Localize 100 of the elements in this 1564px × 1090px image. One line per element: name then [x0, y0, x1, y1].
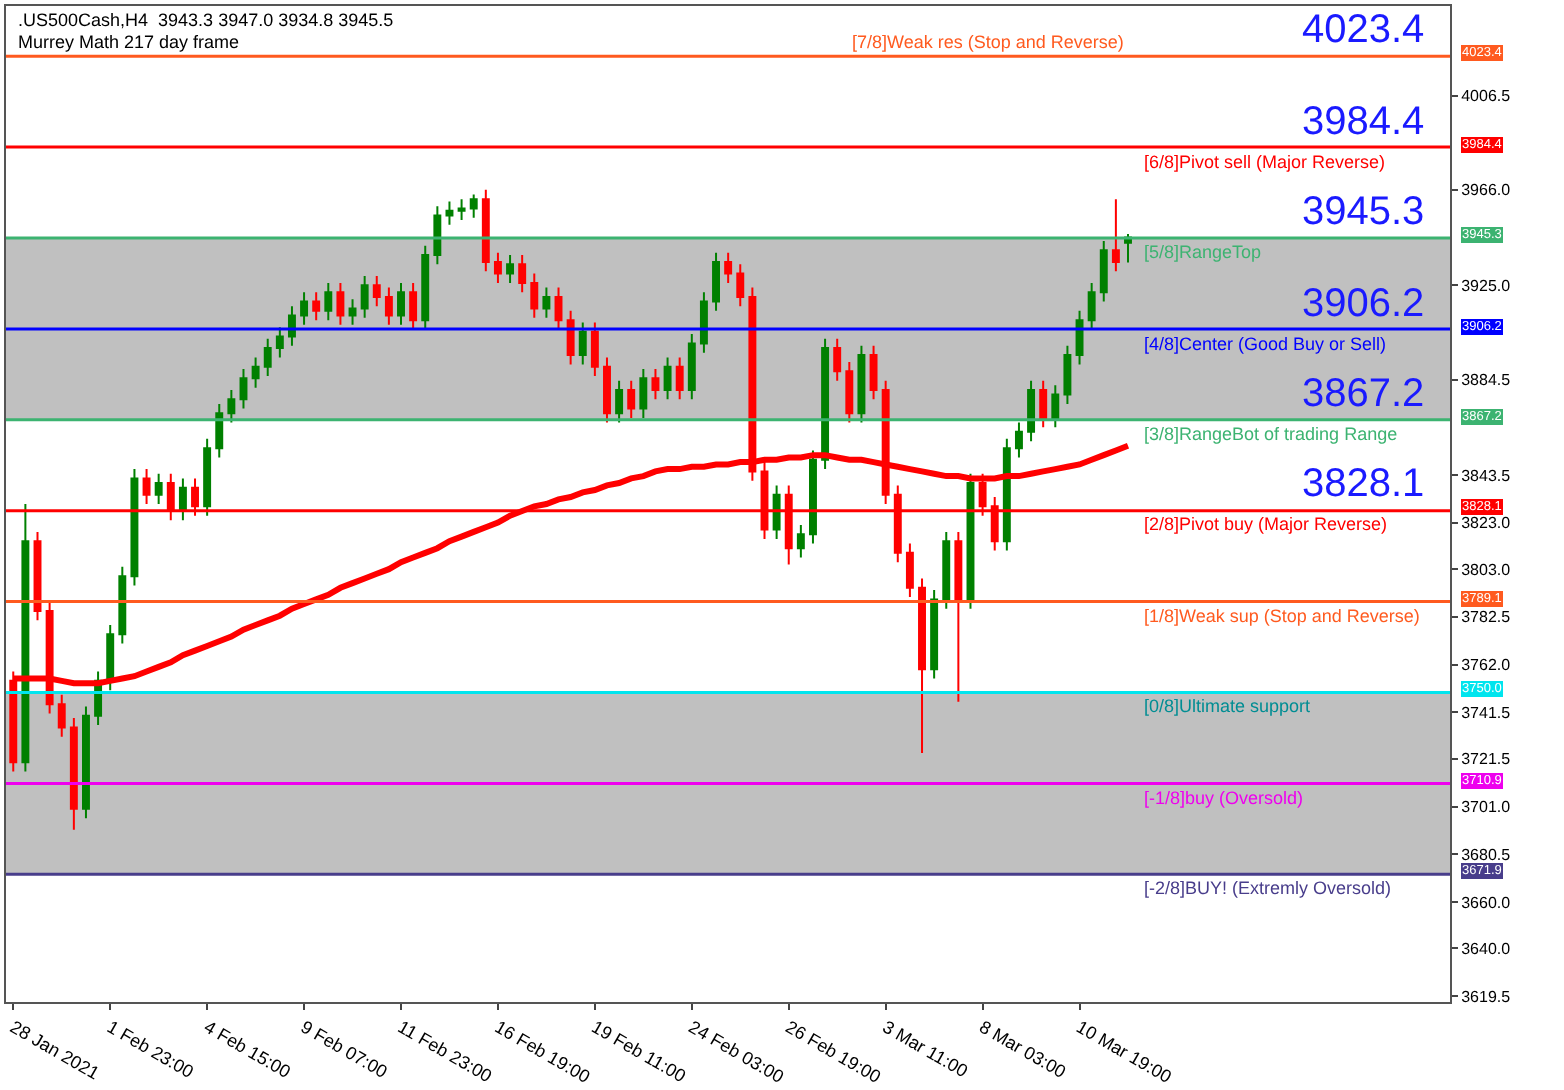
candlestick [930, 589, 939, 680]
candlestick [397, 281, 405, 326]
candlestick [1111, 198, 1120, 273]
ref-line-label: [7/8]Weak res (Stop and Reverse) [852, 32, 1124, 52]
x-tick-label: 16 Feb 19:00 [491, 1016, 594, 1087]
candlestick [1099, 240, 1108, 303]
candlestick [627, 379, 636, 419]
candlestick [445, 200, 454, 226]
x-tick-label: 3 Mar 11:00 [879, 1016, 972, 1082]
x-tick-label: 1 Feb 23:00 [103, 1016, 197, 1082]
y-tick-label: 3782.5 [1461, 608, 1512, 627]
candlestick [106, 624, 115, 692]
ref-line-label: [-1/8]buy (Oversold) [1144, 788, 1304, 808]
y-tick-label: 3741.5 [1461, 703, 1512, 722]
candlestick [506, 254, 515, 284]
candlestick [312, 291, 321, 322]
y-tick-label: 3966.0 [1461, 181, 1512, 200]
candlestick [845, 361, 854, 424]
candlestick [227, 388, 236, 424]
candlestick [493, 251, 502, 284]
candlestick [82, 705, 90, 820]
candlestick [251, 356, 260, 389]
text: 3867.2 [1302, 372, 1425, 416]
candlestick [554, 286, 563, 331]
x-tick-label: 11 Feb 23:00 [394, 1016, 496, 1087]
y-tick-label: 3640.0 [1461, 940, 1512, 959]
ref-line-label: [-2/8]BUY! (Extremly Oversold) [1144, 878, 1392, 898]
candlestick [203, 437, 212, 517]
candlestick [530, 272, 539, 319]
candlestick [21, 503, 30, 773]
candlestick [663, 356, 672, 401]
y-tick-label: 3660.0 [1461, 893, 1512, 912]
y-tick-label: 3619.5 [1461, 987, 1512, 1006]
y-tick-label: 3762.0 [1461, 656, 1512, 675]
y-tick-label: 3823.0 [1461, 514, 1512, 533]
text: 3984.4 [1302, 100, 1425, 144]
candlestick [809, 449, 817, 545]
text: 3828.1 [1302, 462, 1425, 506]
y-tick-label: 3925.0 [1461, 276, 1512, 295]
text: 4023.4 [1302, 8, 1425, 52]
text: 3906.2 [1302, 282, 1425, 326]
candlestick [118, 565, 127, 645]
candlestick [239, 368, 248, 410]
y-tick-label: 4006.5 [1461, 87, 1512, 106]
candlestick [360, 274, 369, 319]
candlestick [712, 251, 720, 312]
ref-line-label: [0/8]Ultimate support [1144, 696, 1312, 716]
ref-line-label: [5/8]RangeTop [1144, 242, 1262, 262]
candlestick [675, 356, 684, 401]
candlestick [275, 326, 284, 359]
candlestick [1002, 437, 1011, 552]
candlestick [687, 333, 696, 401]
candlestick [566, 309, 575, 366]
candlestick [336, 281, 345, 326]
candlestick [833, 337, 842, 382]
y-tick-label: 3680.5 [1461, 845, 1512, 864]
x-tick-label: 9 Feb 07:00 [297, 1016, 391, 1082]
x-tick-label: 4 Feb 15:00 [200, 1016, 294, 1082]
candlestick [372, 274, 381, 308]
ref-line-label: [3/8]RangeBot of trading Range [1144, 424, 1398, 444]
candlestick [736, 263, 745, 308]
candlestick [772, 484, 781, 540]
candlestick [615, 379, 624, 424]
ref-line-label: [6/8]Pivot sell (Major Reverse) [1144, 152, 1386, 172]
x-tick-label: 8 Mar 03:00 [976, 1016, 1070, 1082]
candlestick [1051, 384, 1060, 429]
candlestick [1075, 309, 1084, 366]
candlestick [154, 472, 163, 505]
candlestick [263, 337, 272, 377]
candlestick [699, 291, 708, 354]
x-tick-label: 24 Feb 03:00 [685, 1016, 788, 1087]
candlestick [348, 298, 357, 326]
candlestick [796, 523, 805, 559]
candlestick [918, 577, 926, 754]
candlestick [1087, 281, 1096, 331]
text: 3945.3 [1302, 190, 1425, 234]
y-tick-label: 3721.5 [1461, 750, 1512, 769]
candlestick [421, 244, 430, 331]
candlestick [57, 693, 66, 738]
text: Murrey Math 217 day frame [18, 32, 240, 52]
x-tick-label: 26 Feb 19:00 [782, 1016, 885, 1087]
candlestick [1063, 344, 1072, 405]
candlestick [724, 251, 733, 284]
candlestick [384, 286, 393, 326]
candlestick [469, 193, 478, 219]
candlestick [821, 337, 830, 471]
candlestick [433, 205, 442, 266]
candlestick [954, 530, 963, 703]
candlestick [1039, 379, 1048, 429]
ref-line-label: [1/8]Weak sup (Stop and Reverse) [1144, 606, 1420, 626]
candlestick [603, 356, 611, 424]
candlestick [651, 368, 660, 401]
candlestick [300, 291, 309, 326]
candlestick [409, 281, 418, 331]
candlestick [590, 321, 599, 377]
candlestick [215, 402, 224, 459]
candlestick [905, 542, 914, 599]
y-tick-label: 3884.5 [1461, 371, 1512, 390]
x-tick-label: 10 Mar 19:00 [1073, 1016, 1175, 1087]
candlestick [178, 477, 187, 522]
